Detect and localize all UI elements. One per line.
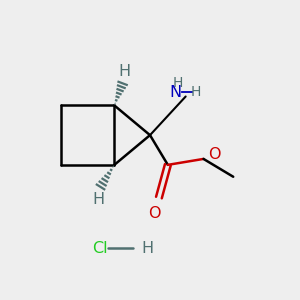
Text: Cl: Cl [92, 241, 107, 256]
Text: H: H [173, 76, 183, 90]
Text: H: H [92, 192, 104, 207]
Text: H: H [141, 241, 153, 256]
Text: O: O [148, 206, 161, 221]
Text: H: H [119, 64, 131, 79]
Text: N: N [169, 85, 181, 100]
Text: H: H [191, 85, 201, 99]
Text: O: O [208, 147, 220, 162]
